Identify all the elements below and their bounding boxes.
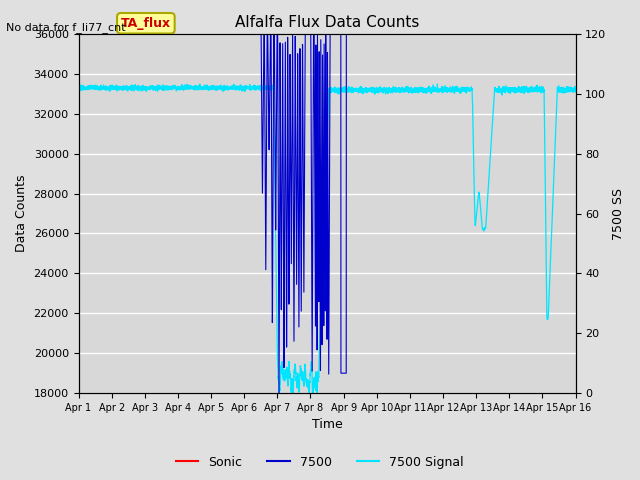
Y-axis label: Data Counts: Data Counts xyxy=(15,175,28,252)
X-axis label: Time: Time xyxy=(312,419,342,432)
Legend: Sonic, 7500, 7500 Signal: Sonic, 7500, 7500 Signal xyxy=(171,451,469,474)
Text: TA_flux: TA_flux xyxy=(121,17,171,30)
Title: Alfalfa Flux Data Counts: Alfalfa Flux Data Counts xyxy=(235,15,419,30)
Y-axis label: 7500 SS: 7500 SS xyxy=(612,188,625,240)
Text: No data for f_li77_cnt: No data for f_li77_cnt xyxy=(6,22,126,33)
